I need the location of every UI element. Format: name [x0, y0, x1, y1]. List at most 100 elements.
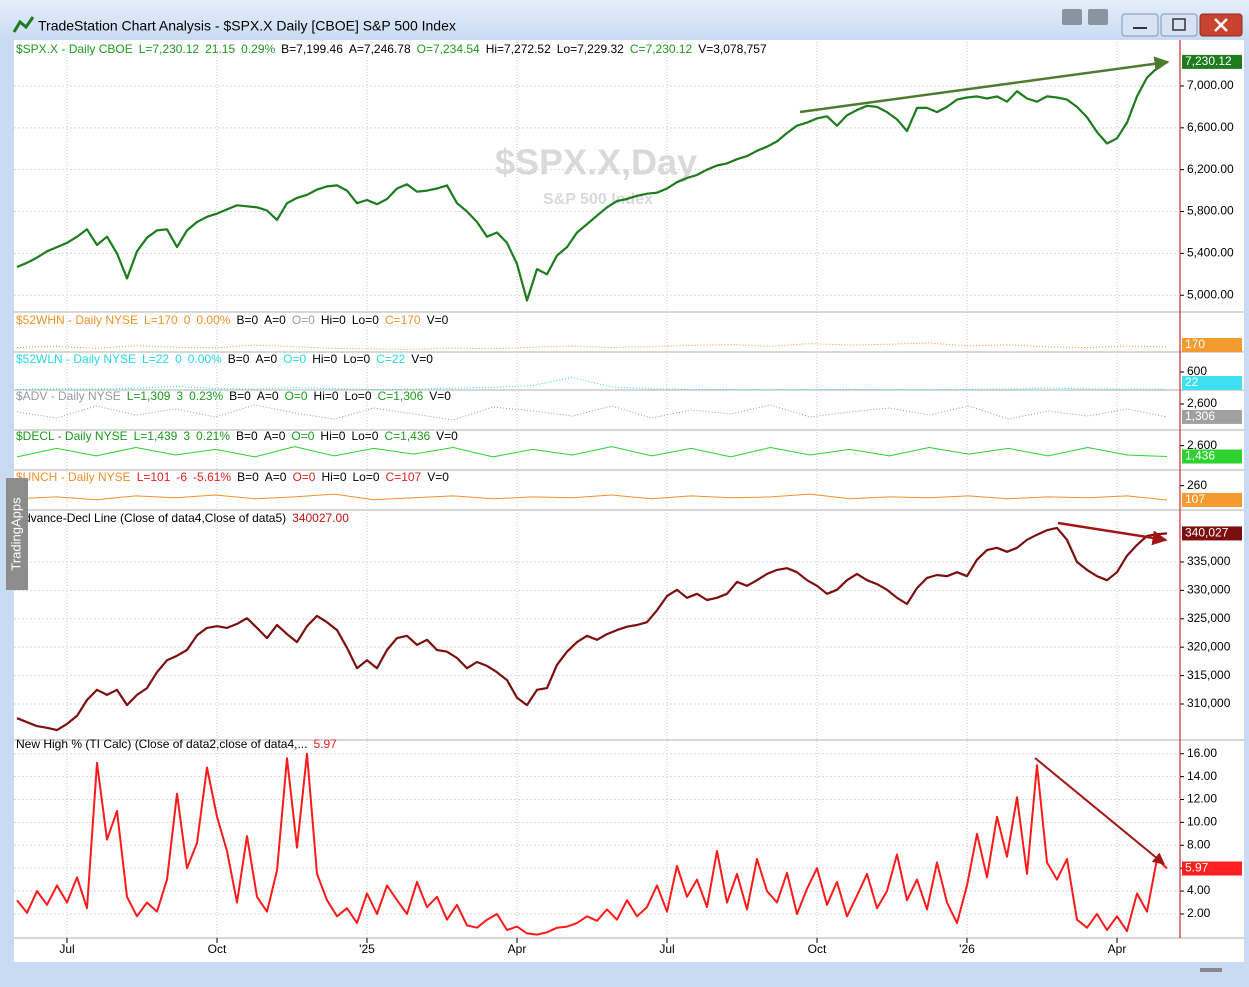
legend-item: 3: [183, 429, 190, 443]
series-line: [16, 446, 1168, 458]
legend-item: L=22: [142, 352, 169, 366]
legend-item: V=0: [427, 470, 449, 484]
y-tick-label: 2.00: [1187, 906, 1211, 920]
i-button[interactable]: [1088, 9, 1108, 25]
legend-item: 0.00%: [188, 352, 222, 366]
last-value-label: 22: [1185, 375, 1199, 389]
last-value-box: [1182, 526, 1242, 541]
legend-item: 340027.00: [292, 511, 349, 525]
s-button[interactable]: [1062, 9, 1082, 25]
legend-item: Hi=0: [321, 313, 346, 327]
y-tick-label: 600: [1187, 364, 1207, 378]
y-tick-label: 10.00: [1187, 815, 1217, 829]
legend-item: $ADV - Daily NYSE: [16, 389, 121, 403]
title-bar: [0, 0, 1249, 40]
legend-item: L=7,230.12: [139, 42, 200, 56]
legend-item: A=0: [257, 389, 279, 403]
legend-item: B=7,199.46: [281, 42, 343, 56]
last-value-label: 107: [1185, 492, 1205, 506]
trend-arrow: [1057, 521, 1168, 546]
legend-item: -5.61%: [193, 470, 231, 484]
chart-area: [14, 40, 1244, 962]
last-value-label: 1,436: [1185, 449, 1215, 463]
legend-item: $SPX.X - Daily CBOE: [16, 42, 133, 56]
y-tick-label: 330,000: [1187, 583, 1231, 597]
legend-item: O=0: [292, 313, 315, 327]
x-tick-label: Jul: [59, 942, 74, 956]
legend-item: A=0: [264, 313, 286, 327]
legend-item: $52WHN - Daily NYSE: [16, 313, 138, 327]
legend-item: L=1,309: [127, 389, 171, 403]
series-line: [16, 376, 1168, 391]
legend-item: Hi=0: [321, 470, 346, 484]
legend-item: V=0: [427, 313, 449, 327]
legend-item: A=0: [255, 352, 277, 366]
y-tick-label: 2,600: [1187, 396, 1217, 410]
legend-item: O=0: [292, 470, 315, 484]
series-line: [16, 526, 1168, 732]
minimize-button[interactable]: [1121, 13, 1159, 37]
legend-item: O=0: [285, 389, 308, 403]
last-value-label: 7,230.12: [1185, 54, 1232, 68]
y-tick-label: 315,000: [1187, 668, 1231, 682]
last-value-box: [1182, 409, 1242, 424]
y-tick-label: 5,400.00: [1187, 246, 1234, 260]
legend-item: L=170: [144, 313, 178, 327]
legend-item: Lo=7,229.32: [557, 42, 624, 56]
maximize-button[interactable]: [1160, 13, 1198, 37]
legend-item: O=0: [291, 429, 314, 443]
y-tick-label: 325,000: [1187, 611, 1231, 625]
legend-item: C=1,306: [378, 389, 424, 403]
legend-item: C=1,436: [384, 429, 430, 443]
y-tick-label: 5,000.00: [1187, 287, 1234, 301]
legend-item: Lo=0: [345, 389, 372, 403]
legend-item: Advance-Decl Line (Close of data4,Close …: [16, 511, 286, 525]
legend-item: 0.00%: [196, 313, 230, 327]
legend-item: A=0: [265, 470, 287, 484]
legend-item: Lo=0: [343, 352, 370, 366]
close-icon: [1214, 18, 1228, 32]
legend-item: Hi=0: [314, 389, 339, 403]
y-tick-label: 12.00: [1187, 792, 1217, 806]
trend-arrow: [799, 56, 1170, 114]
legend-item: 3: [176, 389, 183, 403]
legend-item: 0.23%: [189, 389, 223, 403]
series-line: [16, 404, 1168, 421]
x-tick-label: '26: [959, 942, 975, 956]
legend-item: Hi=7,272.52: [486, 42, 551, 56]
legend-item: L=1,439: [134, 429, 178, 443]
legend-item: -6: [176, 470, 187, 484]
y-tick-label: 4.00: [1187, 883, 1211, 897]
y-tick-label: 335,000: [1187, 554, 1231, 568]
y-tick-label: 320,000: [1187, 639, 1231, 653]
y-tick-label: 6,200.00: [1187, 162, 1234, 176]
app-icon: [12, 16, 35, 33]
last-value-label: 340,027: [1185, 526, 1229, 540]
last-value-box: [1182, 492, 1242, 507]
legend-item: V=0: [429, 389, 451, 403]
legend-item: C=170: [385, 313, 421, 327]
maximize-icon: [1172, 18, 1186, 31]
legend-item: L=101: [137, 470, 171, 484]
legend-item: 0: [175, 352, 182, 366]
legend-item: $52WLN - Daily NYSE: [16, 352, 136, 366]
legend-item: 0.29%: [241, 42, 275, 56]
x-tick-label: Apr: [508, 942, 527, 956]
legend-item: 0: [184, 313, 191, 327]
last-value-label: 1,306: [1185, 409, 1215, 423]
side-tab[interactable]: [6, 478, 28, 590]
side-tab-label: TradingApps: [8, 497, 23, 571]
y-tick-label: 5,800.00: [1187, 204, 1234, 218]
last-value-label: 170: [1185, 337, 1205, 351]
legend-item: B=0: [237, 470, 259, 484]
legend-item: 5.97: [313, 737, 337, 751]
scroll-thumb[interactable]: [1200, 968, 1222, 972]
y-tick-label: 6,600.00: [1187, 120, 1234, 134]
legend-item: Hi=0: [312, 352, 337, 366]
legend-item: Lo=0: [352, 313, 379, 327]
legend-item: Hi=0: [320, 429, 345, 443]
legend-item: Lo=0: [351, 429, 378, 443]
legend-item: Lo=0: [353, 470, 380, 484]
